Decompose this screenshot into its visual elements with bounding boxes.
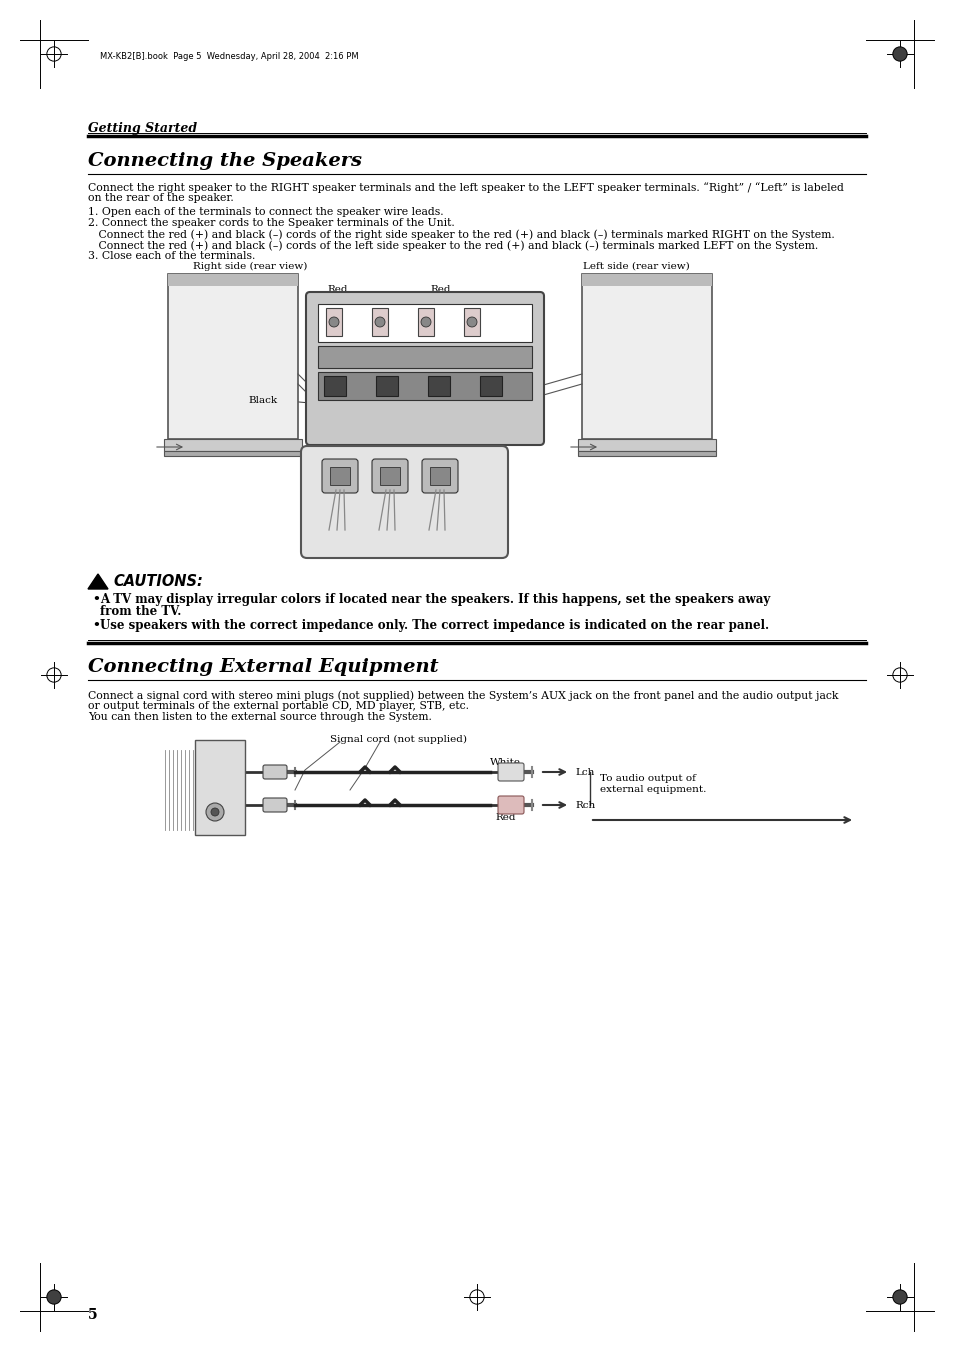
Circle shape xyxy=(892,47,906,61)
Circle shape xyxy=(892,1290,906,1304)
Bar xyxy=(194,740,245,835)
Bar xyxy=(430,467,450,485)
Text: Connecting External Equipment: Connecting External Equipment xyxy=(88,658,438,676)
FancyBboxPatch shape xyxy=(421,459,457,493)
Text: O: O xyxy=(212,823,218,832)
Bar xyxy=(428,376,450,396)
Text: Connect the red (+) and black (–) cords of the right side speaker to the red (+): Connect the red (+) and black (–) cords … xyxy=(88,230,834,239)
Text: Getting Started: Getting Started xyxy=(88,122,197,135)
Text: You can then listen to the external source through the System.: You can then listen to the external sour… xyxy=(88,712,432,721)
Circle shape xyxy=(211,808,219,816)
Circle shape xyxy=(329,317,338,327)
Text: from the TV.: from the TV. xyxy=(100,605,181,617)
Bar xyxy=(581,274,711,439)
Text: Right side (rear view): Right side (rear view) xyxy=(193,262,307,272)
Bar xyxy=(330,467,350,485)
Text: Rch: Rch xyxy=(575,801,595,811)
FancyBboxPatch shape xyxy=(497,796,523,815)
Text: Use speakers with the correct impedance only. The correct impedance is indicated: Use speakers with the correct impedance … xyxy=(100,619,768,632)
Bar xyxy=(479,376,501,396)
Text: Connect the right speaker to the RIGHT speaker terminals and the left speaker to: Connect the right speaker to the RIGHT s… xyxy=(88,182,843,193)
Circle shape xyxy=(467,317,476,327)
Text: Red: Red xyxy=(430,285,450,295)
Text: !: ! xyxy=(95,580,100,590)
Text: Connecting the Speakers: Connecting the Speakers xyxy=(88,153,361,170)
Bar xyxy=(164,451,302,457)
Text: external equipment.: external equipment. xyxy=(599,785,705,794)
Text: White: White xyxy=(490,758,520,767)
Text: A TV may display irregular colors if located near the speakers. If this happens,: A TV may display irregular colors if loc… xyxy=(100,593,769,607)
FancyBboxPatch shape xyxy=(301,446,507,558)
Circle shape xyxy=(206,802,224,821)
Text: on the rear of the speaker.: on the rear of the speaker. xyxy=(88,193,233,203)
FancyBboxPatch shape xyxy=(263,765,287,780)
Text: Left side (rear view): Left side (rear view) xyxy=(582,262,689,272)
Text: Black: Black xyxy=(510,396,538,405)
Bar xyxy=(379,467,399,485)
Polygon shape xyxy=(88,574,108,589)
Bar xyxy=(168,274,297,439)
Text: Lch: Lch xyxy=(575,767,594,777)
Bar xyxy=(578,451,716,457)
Text: 5: 5 xyxy=(88,1308,97,1323)
Text: To audio output of: To audio output of xyxy=(599,774,695,784)
Text: MX-KB2[B].book  Page 5  Wednesday, April 28, 2004  2:16 PM: MX-KB2[B].book Page 5 Wednesday, April 2… xyxy=(100,51,358,61)
Text: Black: Black xyxy=(248,396,276,405)
Circle shape xyxy=(375,317,385,327)
Bar xyxy=(164,439,302,451)
Bar xyxy=(326,308,341,336)
Bar xyxy=(375,376,397,396)
Text: •: • xyxy=(91,619,100,632)
Bar xyxy=(463,308,479,336)
Circle shape xyxy=(420,317,431,327)
Bar xyxy=(317,346,532,367)
Text: Red: Red xyxy=(495,813,515,821)
Text: 2. Connect the speaker cords to the Speaker terminals of the Unit.: 2. Connect the speaker cords to the Spea… xyxy=(88,218,455,228)
FancyBboxPatch shape xyxy=(306,292,543,444)
FancyBboxPatch shape xyxy=(372,459,408,493)
Text: or output terminals of the external portable CD, MD player, STB, etc.: or output terminals of the external port… xyxy=(88,701,469,711)
Text: Red: Red xyxy=(327,285,347,295)
Bar xyxy=(317,372,532,400)
Bar xyxy=(324,376,346,396)
Bar xyxy=(372,308,388,336)
Text: 3. Close each of the terminals.: 3. Close each of the terminals. xyxy=(88,251,255,261)
Bar xyxy=(417,308,434,336)
FancyBboxPatch shape xyxy=(497,763,523,781)
FancyBboxPatch shape xyxy=(322,459,357,493)
Text: Signal cord (not supplied): Signal cord (not supplied) xyxy=(330,735,467,744)
Text: 1. Open each of the terminals to connect the speaker wire leads.: 1. Open each of the terminals to connect… xyxy=(88,207,443,218)
Text: •: • xyxy=(91,593,100,607)
Text: AUX: AUX xyxy=(200,782,219,790)
Bar xyxy=(317,304,532,342)
FancyBboxPatch shape xyxy=(263,798,287,812)
Text: Connect a signal cord with stereo mini plugs (not supplied) between the System’s: Connect a signal cord with stereo mini p… xyxy=(88,690,838,701)
Bar xyxy=(168,274,297,286)
Text: CAUTIONS:: CAUTIONS: xyxy=(112,574,203,589)
Circle shape xyxy=(47,1290,61,1304)
Text: Connect the red (+) and black (–) cords of the left side speaker to the red (+) : Connect the red (+) and black (–) cords … xyxy=(88,240,818,250)
Bar xyxy=(581,274,711,286)
Bar xyxy=(578,439,716,451)
